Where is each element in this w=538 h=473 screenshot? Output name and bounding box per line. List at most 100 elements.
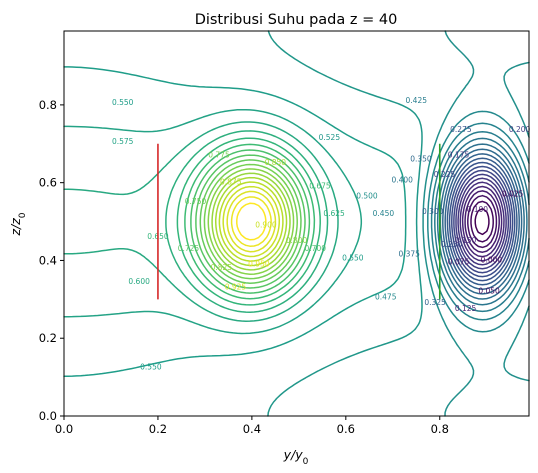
contour-level-0.75 <box>199 159 302 284</box>
x-axis-title-base: y <box>283 447 292 462</box>
plot-frame <box>63 30 530 417</box>
contour-level-0.7 <box>190 149 311 294</box>
x-axis-title-sub: 0 <box>303 457 309 467</box>
contour-label: 0.175 <box>448 150 470 159</box>
contour-level-0.225 <box>453 169 512 274</box>
y-tick-label: 0.6 <box>39 176 57 190</box>
contour-label: 0.000 <box>481 255 503 264</box>
contour-level-0.4 <box>436 137 528 306</box>
contour-level-0.375 <box>439 143 525 300</box>
contour-level-0.725 <box>195 154 306 289</box>
contour-level-0.775 <box>203 163 298 280</box>
contour-level-0.5 <box>422 30 530 417</box>
contour-label: 0.600 <box>128 277 150 286</box>
contour-level-0.175 <box>457 177 507 266</box>
contour-label: 0.550 <box>140 362 162 371</box>
contour-level-0.9 <box>222 185 281 258</box>
contour-label: 0.800 <box>286 236 308 245</box>
contour-label: 0.525 <box>319 133 341 142</box>
contour-label: 0.700 <box>305 244 327 253</box>
contour-label: 0.625 <box>323 209 345 218</box>
contour-level-0.925 <box>226 190 277 253</box>
contour-label: 0.825 <box>211 263 233 272</box>
contour-level-0.25 <box>451 165 514 278</box>
x-tick-label: 0.8 <box>431 422 449 436</box>
chart-title: Distribusi Suhu pada z = 40 <box>195 12 398 28</box>
contour-lines <box>63 30 530 417</box>
contour-label: 0.575 <box>112 137 134 146</box>
contour-label: 0.300 <box>422 207 444 216</box>
contour-label: 0.075 <box>448 257 470 266</box>
contour-label: 0.050 <box>478 287 500 296</box>
y-tick-label: 0.4 <box>39 253 57 267</box>
contour-label: 0.750 <box>185 197 207 206</box>
x-tick-label: 0.6 <box>337 422 355 436</box>
contour-level-0.875 <box>218 181 284 262</box>
contour-label: 0.350 <box>410 154 432 163</box>
contour-level-0.825 <box>211 172 291 271</box>
y-axis-ticks: 0.0 0.2 0.4 0.6 0.8 <box>39 98 64 423</box>
contour-level-0.15 <box>459 181 505 262</box>
contour-level-0.575 <box>63 108 363 335</box>
y-axis-title: z/z0 <box>8 212 28 236</box>
contour-label: 0.775 <box>208 150 230 159</box>
contour-level-0.35 <box>442 148 523 295</box>
contour-level-0.85 <box>214 176 288 267</box>
y-axis-title-base: z <box>8 229 23 237</box>
contour-label: 0.025 <box>502 189 524 198</box>
contour-level-0.975 <box>236 202 267 241</box>
x-axis-ticks: 0.0 0.2 0.4 0.6 0.8 <box>55 416 449 436</box>
contour-label: 0.450 <box>373 209 395 218</box>
contour-label: 0.425 <box>406 96 428 105</box>
contour-level-0.6 <box>63 121 339 322</box>
contour-level-0.475 <box>427 110 530 333</box>
y-tick-label: 0.0 <box>39 409 57 423</box>
overlay-lines <box>157 143 441 300</box>
contour-label: 0.250 <box>441 240 463 249</box>
y-axis-title-sub: 0 <box>18 212 28 218</box>
contour-label: 0.225 <box>434 170 456 179</box>
contour-level-labels: 0.5500.5750.6000.5500.6500.7500.7250.775… <box>112 96 531 371</box>
contour-level-0.675 <box>184 143 316 300</box>
contour-level-0.1 <box>464 190 500 253</box>
contour-label: 0.550 <box>342 254 364 263</box>
contour-label: 0.550 <box>112 98 134 107</box>
contour-label: 0.875 <box>220 178 242 187</box>
contour-label: 0.125 <box>455 304 477 313</box>
contour-level-0.325 <box>444 153 520 290</box>
contour-level-0.55 <box>63 66 407 377</box>
contour-label: 0.925 <box>225 283 247 292</box>
contour-label: 0.675 <box>309 182 331 191</box>
contour-level-0.075 <box>467 194 498 249</box>
contour-label: 0.100 <box>467 205 489 214</box>
y-tick-label: 0.2 <box>39 331 57 345</box>
x-tick-label: 0.4 <box>243 422 261 436</box>
contour-label: 0.275 <box>450 125 472 134</box>
contour-label: 0.950 <box>248 259 270 268</box>
contour-label: 0.200 <box>509 125 531 134</box>
x-tick-label: 0.2 <box>149 422 167 436</box>
x-tick-label: 0.0 <box>55 422 73 436</box>
contour-label: 0.400 <box>391 176 413 185</box>
contour-level-0.525 <box>267 30 423 417</box>
contour-label: 0.375 <box>398 250 420 259</box>
x-axis-title: y/y0 <box>283 447 309 467</box>
contour-level-0.65 <box>176 137 321 306</box>
contour-level-0.05 <box>470 200 494 243</box>
contour-level-0.95 <box>230 196 272 247</box>
contour-label: 0.900 <box>255 220 277 229</box>
contour-label: 0.725 <box>178 244 200 253</box>
y-tick-label: 0.8 <box>39 98 57 112</box>
contour-level-0.8 <box>207 168 295 275</box>
contour-level-0.3 <box>446 157 518 286</box>
contour-label: 0.325 <box>424 298 446 307</box>
contour-level-0.2 <box>455 173 510 270</box>
contour-label: 0.500 <box>356 191 378 200</box>
contour-label: 0.150 <box>455 236 477 245</box>
contour-level-0.625 <box>165 130 329 313</box>
contour-level-0.025 <box>474 208 490 236</box>
contour-label: 0.475 <box>375 292 397 301</box>
contour-level-0.275 <box>448 161 516 282</box>
contour-label: 0.850 <box>265 158 287 167</box>
